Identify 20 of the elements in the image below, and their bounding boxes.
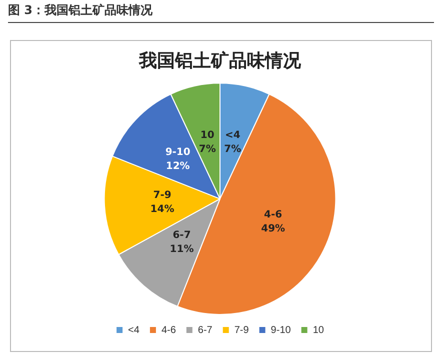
slice-label: 6-7	[172, 230, 191, 241]
slice-label: 7-9	[153, 190, 172, 202]
legend-label: 9-10	[270, 324, 292, 336]
data-label: 7%	[224, 144, 242, 155]
legend-label: <4	[128, 324, 140, 336]
legend-label: 4-6	[161, 324, 176, 336]
legend-label: 10	[312, 324, 324, 336]
data-label: 7%	[198, 144, 216, 155]
data-label: 14%	[150, 204, 174, 216]
data-label: 11%	[170, 244, 194, 255]
slice-label: 4-6	[264, 209, 282, 220]
slice-label: <4	[224, 130, 240, 141]
slice-label: 10	[200, 130, 214, 141]
legend-label: 6-7	[198, 324, 213, 336]
slice-label: 9-10	[165, 146, 190, 158]
caption: 图 3：我国铝土矿品味情况	[8, 2, 434, 23]
data-label: 49%	[261, 223, 286, 234]
chart-title: 我国铝土矿品味情况	[138, 50, 302, 72]
data-label: 12%	[166, 160, 190, 172]
legend-label: 7-9	[234, 324, 250, 336]
